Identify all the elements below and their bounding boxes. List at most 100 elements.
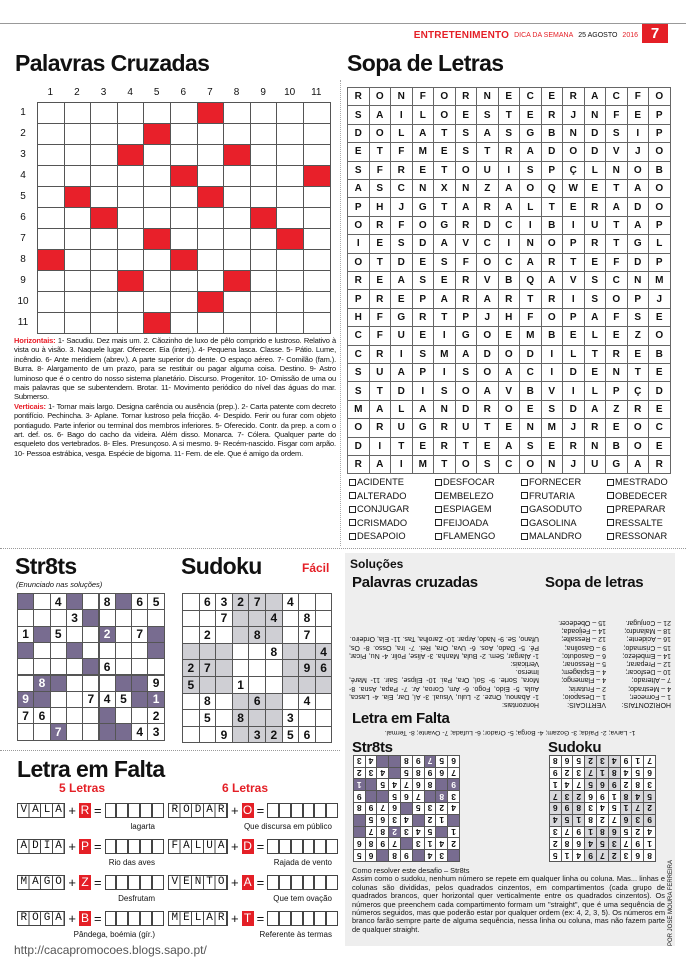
wordsearch-letter[interactable]: D	[583, 123, 606, 144]
wordsearch-letter[interactable]: V	[454, 234, 477, 254]
crossword-cell[interactable]	[249, 165, 278, 187]
grid-cell[interactable]	[49, 658, 67, 676]
wordsearch-word-item[interactable]: EMBELEZO	[435, 491, 494, 501]
crossword-cell[interactable]	[116, 228, 145, 250]
checkbox-icon[interactable]	[435, 478, 442, 486]
answer-box[interactable]	[139, 839, 152, 854]
crossword-cell[interactable]	[223, 186, 251, 208]
wordsearch-letter[interactable]: R	[454, 215, 477, 236]
wordsearch-letter[interactable]: M	[540, 418, 563, 438]
answer-box[interactable]	[104, 875, 117, 890]
grid-cell[interactable]	[182, 609, 200, 628]
wordsearch-letter[interactable]: I	[540, 344, 563, 364]
wordsearch-word-item[interactable]: MALANDRO	[521, 531, 582, 541]
crossword-cell[interactable]	[276, 144, 304, 166]
grid-cell[interactable]	[114, 658, 133, 676]
wordsearch-letter[interactable]: I	[562, 289, 585, 309]
answer-box[interactable]	[128, 911, 140, 926]
crossword-cell[interactable]	[63, 249, 92, 271]
answer-box[interactable]	[326, 839, 338, 854]
wordsearch-letter[interactable]: A	[476, 381, 499, 401]
wordsearch-letter[interactable]: O	[648, 142, 671, 162]
wordsearch-letter[interactable]: B	[605, 436, 628, 456]
grid-cell[interactable]	[114, 707, 133, 725]
wordsearch-letter[interactable]: F	[454, 252, 477, 272]
wordsearch-letter[interactable]: P	[648, 123, 671, 144]
wordsearch-letter[interactable]: A	[368, 105, 391, 125]
wordsearch-letter[interactable]: A	[433, 234, 456, 254]
crossword-cell[interactable]	[63, 312, 92, 334]
crossword-cell[interactable]	[90, 249, 118, 271]
grid-cell[interactable]	[82, 674, 100, 692]
wordsearch-letter[interactable]: U	[390, 418, 413, 438]
wordsearch-letter[interactable]: T	[519, 289, 542, 309]
wordsearch-letter[interactable]: E	[411, 436, 434, 456]
crossword-cell[interactable]	[90, 165, 118, 187]
crossword-cell[interactable]	[90, 102, 118, 124]
wordsearch-letter[interactable]: S	[626, 307, 649, 328]
crossword-cell[interactable]	[303, 123, 331, 145]
wordsearch-letter[interactable]: A	[519, 142, 542, 162]
grid-cell[interactable]	[82, 625, 100, 643]
crossword-cell[interactable]	[196, 228, 225, 250]
crossword-cell[interactable]	[37, 144, 65, 166]
wordsearch-letter[interactable]: V	[476, 271, 499, 291]
wordsearch-letter[interactable]: T	[540, 197, 563, 217]
wordsearch-letter[interactable]: T	[605, 179, 628, 199]
wordsearch-letter[interactable]: I	[519, 215, 542, 236]
wordsearch-letter[interactable]: E	[583, 252, 606, 272]
answer-box[interactable]	[151, 839, 164, 854]
wordsearch-letter[interactable]: E	[648, 399, 671, 420]
crossword-cell[interactable]	[37, 228, 65, 250]
grid-cell[interactable]	[248, 676, 266, 694]
grid-cell[interactable]	[33, 593, 51, 611]
grid-cell[interactable]	[82, 641, 100, 660]
crossword-cell[interactable]	[37, 102, 65, 124]
checkbox-icon[interactable]	[349, 478, 356, 486]
wordsearch-letter[interactable]: A	[411, 399, 434, 420]
checkbox-icon[interactable]	[607, 505, 614, 513]
crossword-cell[interactable]	[143, 270, 171, 292]
grid-cell[interactable]	[33, 658, 51, 676]
crossword-cell[interactable]	[223, 312, 251, 334]
grid-cell[interactable]	[231, 609, 250, 628]
grid-cell[interactable]	[49, 609, 67, 627]
answer-box[interactable]	[278, 839, 291, 854]
wordsearch-letter[interactable]: A	[390, 363, 413, 383]
crossword-cell[interactable]	[223, 228, 251, 250]
wordsearch-word-item[interactable]: OBEDECER	[607, 491, 667, 501]
wordsearch-letter[interactable]: A	[433, 289, 456, 309]
crossword-cell[interactable]	[303, 207, 331, 229]
wordsearch-letter[interactable]: O	[476, 252, 499, 272]
answer-box[interactable]	[302, 803, 315, 818]
wordsearch-letter[interactable]: O	[454, 160, 477, 180]
wordsearch-letter[interactable]: P	[626, 289, 649, 309]
wordsearch-letter[interactable]: F	[368, 326, 391, 346]
grid-cell[interactable]	[215, 626, 233, 644]
grid-cell[interactable]	[265, 593, 283, 611]
checkbox-icon[interactable]	[521, 492, 528, 499]
wordsearch-letter[interactable]: S	[411, 271, 434, 291]
grid-cell[interactable]	[147, 609, 165, 627]
wordsearch-letter[interactable]: V	[497, 381, 520, 401]
answer-box[interactable]	[116, 875, 129, 890]
wordsearch-letter[interactable]: I	[368, 436, 391, 456]
wordsearch-letter[interactable]: R	[433, 418, 456, 438]
crossword-cell[interactable]	[143, 291, 171, 313]
crossword-cell[interactable]	[170, 186, 198, 208]
wordsearch-letter[interactable]: O	[368, 123, 391, 144]
wordsearch-letter[interactable]: A	[540, 271, 563, 291]
answer-box[interactable]	[116, 839, 129, 854]
grid-cell[interactable]	[17, 609, 35, 627]
wordsearch-letter[interactable]: R	[583, 197, 606, 217]
crossword-cell[interactable]	[143, 144, 171, 166]
wordsearch-letter[interactable]: J	[562, 105, 585, 125]
checkbox-icon[interactable]	[607, 478, 614, 486]
wordsearch-letter[interactable]: S	[497, 123, 520, 144]
wordsearch-letter[interactable]: R	[390, 160, 413, 180]
wordsearch-letter[interactable]: P	[648, 105, 671, 125]
crossword-cell[interactable]	[249, 186, 278, 208]
wordsearch-letter[interactable]: S	[433, 381, 456, 401]
checkbox-icon[interactable]	[349, 519, 356, 526]
wordsearch-letter[interactable]: C	[347, 326, 370, 346]
